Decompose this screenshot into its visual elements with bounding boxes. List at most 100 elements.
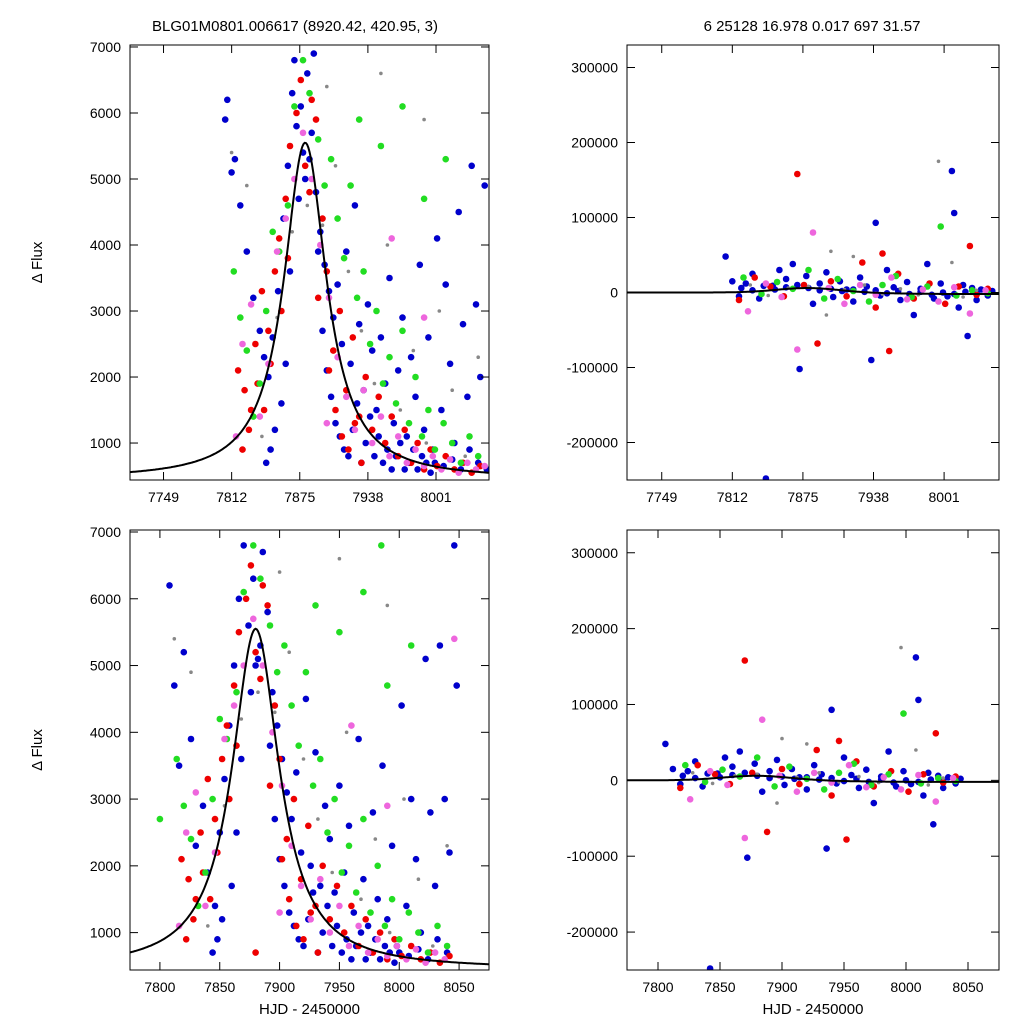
data-point — [903, 296, 911, 303]
data-point — [364, 949, 372, 956]
data-point — [269, 228, 277, 236]
data-point — [431, 944, 435, 948]
data-point — [466, 446, 473, 453]
data-point — [813, 746, 820, 754]
data-point — [264, 608, 271, 616]
data-point — [736, 748, 744, 755]
data-point — [260, 434, 264, 439]
data-point — [373, 837, 378, 841]
data-point — [271, 702, 279, 709]
x-tick-label: 7812 — [216, 489, 247, 505]
data-point — [306, 89, 313, 97]
data-point — [340, 254, 348, 262]
data-point — [346, 269, 351, 274]
data-point — [445, 844, 449, 848]
data-point — [353, 294, 361, 302]
data-point — [710, 781, 715, 786]
data-point — [252, 340, 259, 348]
data-point — [865, 298, 873, 305]
data-point — [362, 439, 370, 447]
data-point — [275, 235, 283, 242]
data-point — [360, 875, 367, 883]
data-point — [384, 682, 391, 689]
data-point — [415, 929, 422, 936]
data-point — [266, 782, 274, 789]
data-point — [903, 278, 911, 286]
data-point — [376, 956, 384, 963]
data-point — [340, 929, 348, 936]
data-point — [434, 936, 441, 943]
data-point — [766, 767, 773, 775]
data-point — [192, 842, 200, 850]
data-point — [662, 740, 669, 748]
data-point — [319, 929, 327, 936]
data-point — [284, 202, 292, 209]
data-point — [932, 798, 940, 805]
data-point — [425, 406, 432, 414]
data-point — [319, 215, 326, 222]
y-tick-label: -200000 — [567, 435, 619, 451]
data-point — [281, 882, 288, 890]
data-point — [202, 902, 209, 910]
data-point — [431, 949, 439, 956]
data-point — [796, 365, 803, 373]
data-point — [334, 215, 341, 222]
data-point — [888, 274, 895, 281]
data-point — [829, 249, 833, 254]
data-point — [845, 761, 853, 769]
data-point — [386, 274, 393, 282]
data-point — [789, 260, 797, 268]
data-point — [407, 942, 415, 950]
data-point — [265, 327, 272, 335]
x-tick-label: 7749 — [646, 489, 677, 505]
x-tick-label: 7850 — [204, 979, 235, 995]
data-point — [910, 311, 918, 319]
data-point — [245, 622, 252, 629]
data-point — [387, 930, 392, 935]
data-point — [350, 909, 358, 916]
data-point — [436, 642, 444, 649]
data-point — [360, 268, 367, 275]
data-point — [320, 223, 325, 227]
data-point — [345, 446, 352, 453]
data-point — [291, 103, 298, 110]
data-point — [810, 761, 818, 769]
series-blue — [662, 654, 964, 970]
data-point — [257, 675, 264, 683]
data-point — [763, 828, 771, 836]
data-point — [233, 688, 240, 696]
data-point — [338, 869, 346, 876]
data-point — [968, 287, 976, 294]
data-point — [407, 642, 415, 649]
data-point — [317, 755, 324, 763]
data-point — [900, 767, 907, 775]
data-point — [941, 300, 949, 308]
data-point — [206, 895, 214, 903]
data-point — [209, 949, 216, 956]
data-point — [823, 269, 830, 276]
data-point — [803, 786, 811, 793]
x-tick-label: 8000 — [890, 979, 921, 995]
plot-area — [130, 50, 489, 477]
data-point — [348, 956, 355, 963]
data-point — [440, 419, 447, 427]
data-point — [872, 304, 879, 311]
data-point — [282, 360, 290, 368]
data-point — [310, 50, 318, 57]
data-point — [285, 895, 293, 903]
data-point — [264, 602, 271, 609]
data-point — [828, 792, 835, 799]
data-point — [420, 426, 428, 434]
data-point — [250, 575, 257, 582]
data-point — [391, 936, 398, 943]
data-point — [381, 942, 389, 950]
data-point — [897, 786, 905, 793]
data-point — [373, 307, 380, 315]
data-point — [388, 842, 396, 850]
data-point — [809, 229, 817, 236]
data-point — [324, 829, 331, 836]
series-magenta — [686, 716, 957, 842]
data-point — [314, 949, 322, 956]
data-point — [238, 755, 245, 763]
data-point — [729, 763, 736, 770]
